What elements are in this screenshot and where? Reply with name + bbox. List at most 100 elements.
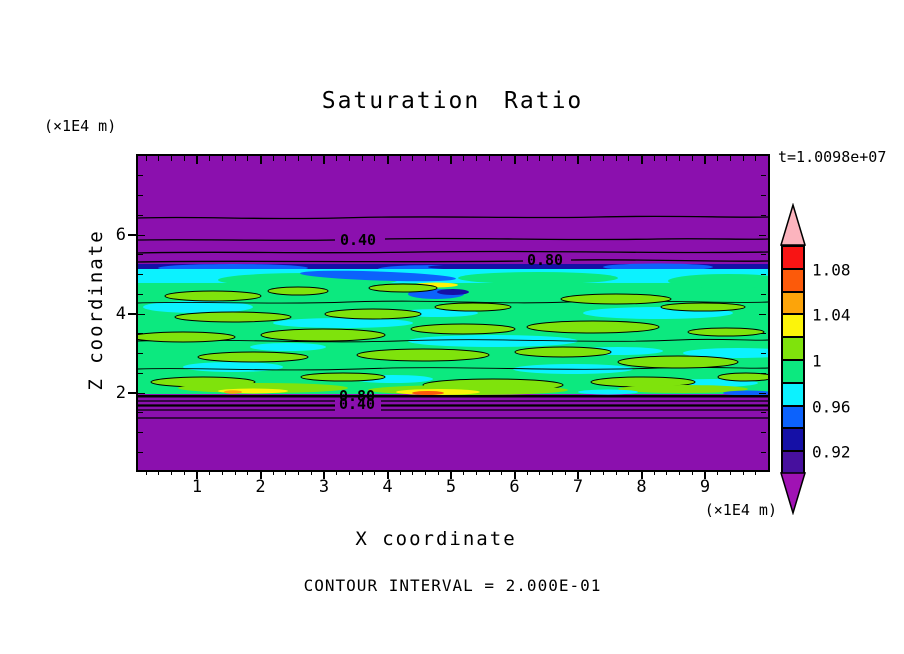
x-minor-tick-top — [209, 156, 211, 161]
x-tick-label: 4 — [382, 477, 393, 497]
y-major-tick — [128, 313, 137, 315]
x-minor-tick-top — [272, 156, 274, 161]
x-minor-tick — [298, 470, 300, 475]
y-axis-unit-label: (×1E4 m) — [44, 117, 117, 135]
y-minor-tick-right — [761, 333, 766, 335]
colorbar-tick-label: 1.08 — [812, 260, 851, 280]
x-minor-tick — [615, 470, 617, 475]
x-minor-tick — [209, 470, 211, 475]
colorbar — [781, 245, 805, 475]
y-minor-tick — [138, 214, 143, 216]
x-minor-tick — [425, 470, 427, 475]
x-minor-tick — [272, 470, 274, 475]
x-minor-tick-top — [285, 156, 287, 161]
x-major-tick — [259, 470, 262, 479]
contour-label-040-lower: 0.40 — [338, 395, 376, 413]
y-major-tick-inner-right — [759, 234, 766, 236]
x-minor-tick-top — [501, 156, 503, 161]
y-major-tick-inner — [138, 313, 145, 315]
y-minor-tick — [138, 412, 143, 414]
y-minor-tick — [138, 353, 143, 354]
plot-border — [136, 154, 770, 472]
x-minor-tick — [501, 470, 503, 475]
x-minor-tick-top — [653, 156, 655, 161]
colorbar-box — [783, 360, 803, 384]
chartreuse-lenses — [138, 283, 768, 392]
y-major-tick-inner-right — [759, 313, 766, 315]
x-major-tick — [196, 470, 198, 479]
x-tick-label: 6 — [509, 477, 520, 497]
x-minor-tick-top — [399, 156, 401, 161]
x-minor-tick — [526, 470, 528, 475]
x-minor-tick — [755, 470, 757, 475]
x-tick-label: 8 — [636, 477, 647, 497]
contour-interval-note: CONTOUR INTERVAL = 2.000E-01 — [303, 576, 602, 595]
x-minor-tick-top — [310, 156, 312, 161]
colorbar-over-arrow — [779, 203, 807, 246]
y-minor-tick-right — [761, 195, 766, 196]
x-minor-tick-top — [679, 156, 681, 161]
cyan-patches — [143, 301, 768, 387]
x-minor-tick — [628, 470, 630, 475]
x-minor-tick — [412, 470, 414, 475]
contour-label-040-upper: 0.40 — [339, 231, 377, 249]
colorbar-box — [783, 406, 803, 430]
y-tick-label: 4 — [115, 304, 126, 324]
x-minor-tick-top — [729, 156, 731, 161]
x-major-tick-top — [450, 156, 452, 164]
x-minor-tick-top — [628, 156, 630, 161]
colorbar-box — [783, 338, 803, 361]
x-tick-label: 3 — [318, 477, 330, 497]
x-minor-tick — [361, 470, 363, 475]
x-minor-tick — [729, 470, 731, 475]
colorbar-box — [783, 383, 803, 407]
x-minor-tick-top — [475, 156, 477, 161]
x-minor-tick — [552, 470, 554, 475]
x-minor-tick-top — [361, 156, 363, 161]
y-major-tick — [128, 234, 137, 236]
x-minor-tick — [590, 470, 592, 475]
x-tick-label: 2 — [255, 477, 266, 497]
y-minor-tick-right — [761, 175, 766, 177]
y-major-tick-inner-right — [759, 392, 766, 394]
x-minor-tick — [234, 470, 236, 475]
y-minor-tick-right — [761, 274, 766, 275]
x-minor-tick-top — [183, 156, 185, 161]
x-major-tick — [323, 470, 325, 479]
x-major-tick-top — [640, 156, 643, 164]
x-minor-tick — [348, 470, 350, 475]
y-minor-tick — [138, 254, 143, 256]
y-minor-tick-right — [761, 353, 766, 354]
y-minor-tick-right — [761, 293, 766, 295]
colorbar-tick-label: 1.04 — [812, 305, 851, 325]
colorbar-box — [783, 269, 803, 293]
colorbar-box — [783, 429, 803, 453]
x-minor-tick-top — [755, 156, 757, 161]
x-minor-tick — [679, 470, 681, 475]
x-minor-tick — [653, 470, 655, 475]
x-minor-tick-top — [171, 156, 173, 161]
x-minor-tick-top — [247, 156, 249, 161]
contour-field — [138, 156, 768, 470]
x-tick-label: 5 — [445, 477, 457, 497]
x-major-tick — [450, 470, 452, 479]
x-minor-tick-top — [602, 156, 604, 161]
y-tick-label: 6 — [115, 225, 126, 245]
y-minor-tick — [138, 432, 143, 433]
x-axis-unit-label: (×1E4 m) — [704, 501, 777, 519]
y-minor-tick-right — [761, 372, 766, 374]
x-minor-tick — [374, 470, 376, 475]
x-major-tick-top — [704, 156, 706, 164]
y-minor-tick — [138, 293, 143, 295]
x-major-tick-top — [386, 156, 389, 164]
time-annotation: t=1.0098e+07 — [778, 148, 887, 166]
x-major-tick — [386, 470, 389, 479]
x-minor-tick — [564, 470, 566, 475]
x-minor-tick-top — [539, 156, 541, 161]
colorbar-box — [783, 452, 803, 473]
x-minor-tick-top — [742, 156, 744, 161]
x-minor-tick-top — [526, 156, 528, 161]
x-minor-tick — [475, 470, 477, 475]
x-major-tick — [513, 470, 516, 479]
